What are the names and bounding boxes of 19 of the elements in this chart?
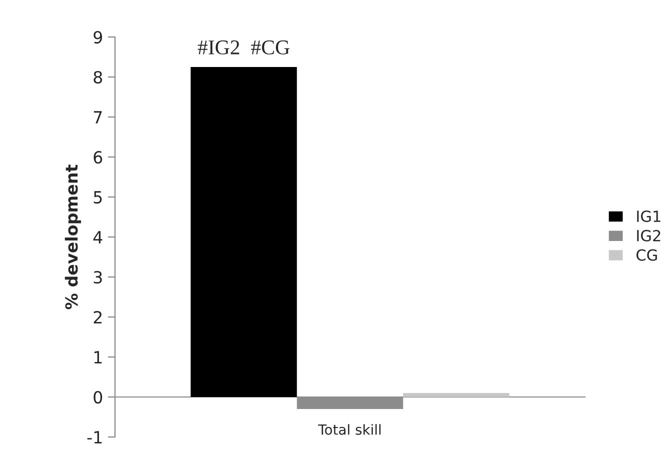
y-tick-label: 1	[94, 351, 102, 364]
y-tick-label: 3	[94, 270, 102, 284]
legend-label: IG2	[637, 230, 660, 242]
annotation: #IG2 #CG	[198, 40, 290, 54]
bar	[403, 393, 510, 397]
y-tick-label: -1	[87, 431, 102, 444]
y-tick-label: 7	[94, 111, 102, 124]
y-tick-label: 5	[94, 191, 102, 204]
legend-label: CG	[636, 249, 657, 261]
y-tick-label: 2	[94, 310, 102, 324]
bar	[190, 67, 297, 397]
y-tick-label: 8	[94, 70, 102, 84]
y-tick-label: 9	[94, 30, 102, 44]
y-tick-label: 0	[94, 390, 102, 404]
y-tick-label: 4	[93, 231, 102, 244]
y-axis-title: % development	[64, 164, 82, 310]
y-tick-label: 6	[94, 150, 102, 164]
x-tick-label: Total skill	[318, 424, 381, 435]
legend-label: IG1	[637, 210, 660, 222]
